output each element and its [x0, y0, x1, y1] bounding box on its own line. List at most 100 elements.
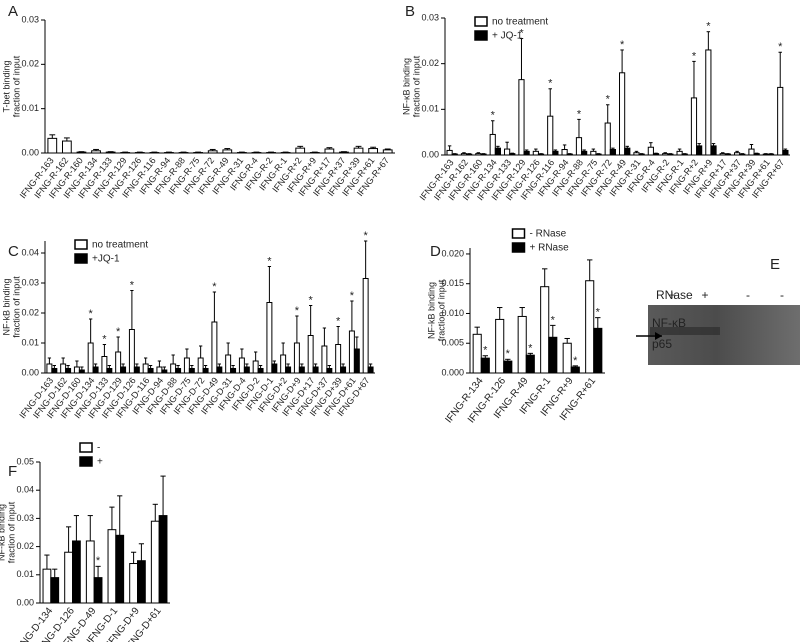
y-tick-label: 0.02 — [421, 58, 439, 68]
bar — [690, 97, 698, 156]
bar — [767, 153, 775, 156]
significance-mark: * — [606, 94, 611, 106]
bar — [266, 302, 273, 374]
bar — [562, 342, 572, 374]
bar — [271, 363, 278, 374]
bar — [504, 148, 511, 156]
bar — [540, 286, 550, 374]
bar — [566, 153, 573, 156]
bar — [101, 356, 108, 374]
panel-letter: B — [405, 3, 415, 20]
y-tick-label: 0.00 — [21, 147, 39, 157]
bar — [115, 351, 122, 374]
y-tick-label: 0.01 — [21, 337, 39, 347]
bar — [230, 368, 237, 374]
chart-panel: B NF-κB binding fraction of input 0.00 0.01 0… — [401, 3, 790, 202]
bar — [183, 357, 190, 374]
bar — [451, 153, 458, 156]
bar — [638, 153, 645, 156]
bar — [105, 151, 116, 154]
panel-letter: D — [430, 243, 441, 260]
bar — [662, 153, 669, 156]
bar — [335, 344, 342, 374]
bar — [60, 363, 67, 374]
significance-mark: * — [96, 555, 101, 567]
bar — [353, 147, 364, 154]
band-label: p65 — [652, 337, 672, 351]
bar — [107, 529, 117, 604]
bar — [120, 366, 127, 374]
bar — [523, 150, 530, 156]
bar — [696, 145, 703, 156]
significance-mark: * — [309, 294, 314, 306]
y-tick-label: 0.02 — [21, 59, 39, 69]
bar — [705, 49, 712, 156]
significance-mark: * — [506, 348, 511, 360]
bar — [593, 327, 603, 374]
bar — [724, 153, 731, 156]
lane-label: + — [701, 288, 708, 302]
y-tick-label: 0.010 — [441, 308, 464, 318]
y-axis-label: fraction of input — [11, 55, 21, 117]
bar — [619, 72, 626, 156]
legend-swatch — [511, 228, 526, 239]
y-axis-label: fraction of input — [11, 276, 21, 338]
bar — [681, 153, 688, 156]
bar — [252, 360, 259, 374]
arrow-head — [655, 332, 662, 340]
bar — [137, 560, 146, 604]
y-axis-label: NF-kB binding — [1, 278, 11, 335]
bar — [106, 368, 113, 374]
bar — [652, 153, 660, 156]
significance-mark: * — [706, 21, 711, 33]
legend-label: no treatment — [92, 240, 148, 251]
significance-mark: * — [212, 281, 217, 293]
significance-mark: * — [519, 27, 524, 39]
y-tick-label: 0.01 — [16, 569, 34, 579]
significance-mark: * — [577, 108, 582, 120]
chart-panel: F NF-kB binding fraction of input 0.00 0.01 0… — [0, 442, 170, 642]
significance-mark: * — [620, 39, 625, 51]
y-tick-label: 0.02 — [16, 541, 34, 551]
significance-mark: * — [364, 230, 369, 242]
bar — [207, 150, 218, 154]
bar — [87, 342, 94, 374]
bar — [460, 153, 468, 156]
bar — [739, 153, 746, 156]
y-tick-label: 0.04 — [21, 247, 39, 257]
y-tick-label: 0.00 — [16, 597, 34, 607]
bar — [575, 137, 583, 156]
bar — [782, 149, 789, 156]
legend-label: + RNase — [530, 243, 570, 254]
bar — [518, 79, 525, 156]
y-tick-label: 0.05 — [16, 456, 34, 466]
bar — [748, 148, 755, 156]
bar — [362, 278, 369, 374]
bar — [552, 150, 559, 156]
legend-swatch — [474, 30, 488, 41]
bar — [161, 369, 168, 374]
bar — [158, 515, 168, 604]
bar — [76, 151, 87, 154]
significance-mark: * — [89, 308, 94, 320]
bar — [280, 354, 287, 374]
bar — [548, 336, 558, 374]
y-tick-label: 0.01 — [421, 104, 439, 114]
bar — [321, 345, 328, 374]
bar — [489, 133, 496, 156]
legend-label: - — [97, 443, 100, 454]
lane-label: - — [746, 288, 750, 302]
lane-label: - — [780, 288, 784, 302]
lane-label: + — [668, 288, 675, 302]
bar — [517, 315, 527, 374]
bar — [65, 368, 72, 374]
chart-panel: D NF-kB binding fraction of input 0.000 0.00… — [426, 228, 605, 425]
significance-mark: * — [692, 50, 697, 62]
bar — [170, 363, 177, 374]
bar — [295, 147, 306, 154]
bar — [129, 563, 138, 604]
y-tick-label: 0.01 — [21, 103, 39, 113]
y-tick-label: 0.00 — [421, 149, 439, 159]
significance-mark: * — [350, 290, 355, 302]
